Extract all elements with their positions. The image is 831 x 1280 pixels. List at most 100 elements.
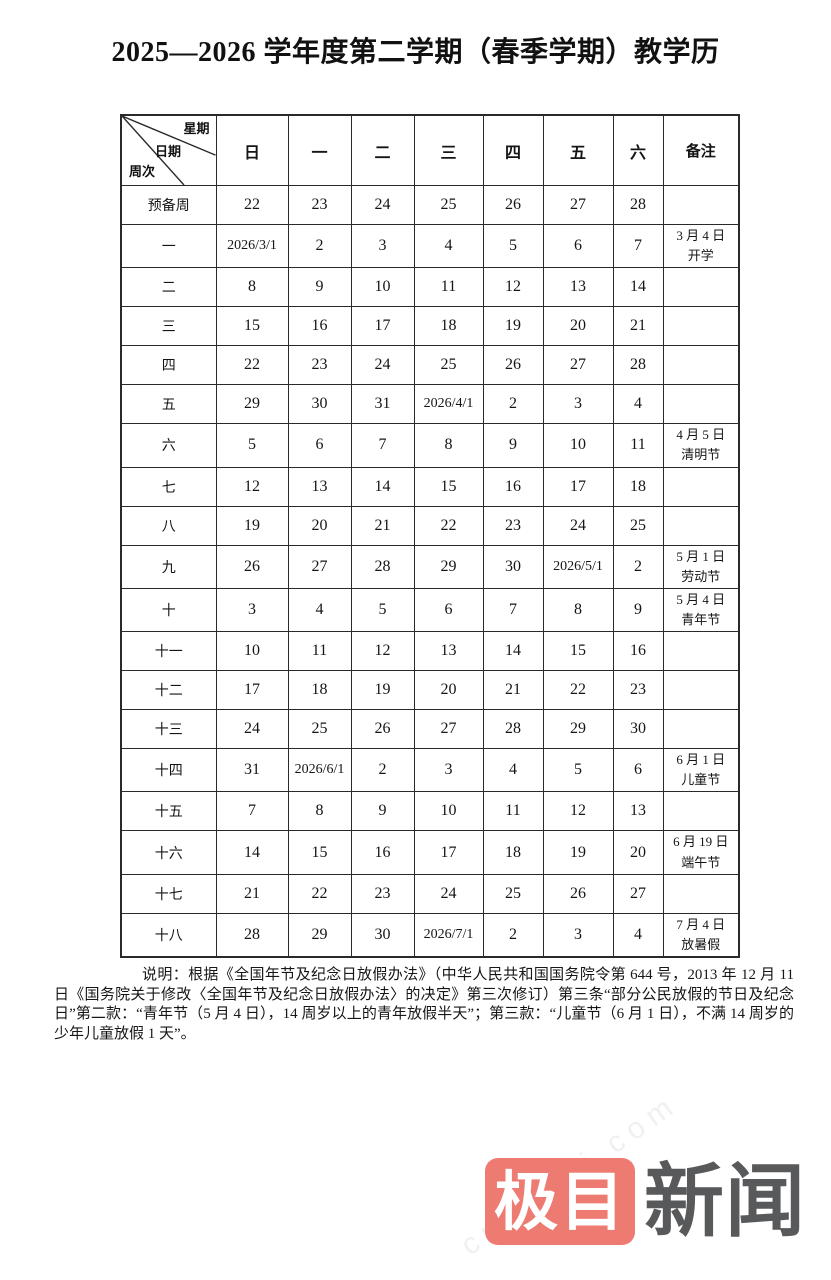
page-title: 2025—2026 学年度第二学期（春季学期）教学历 [111,37,720,68]
day-cell: 19 [542,830,614,875]
day-cell: 14 [612,267,664,308]
day-cell: 23 [482,505,544,546]
day-cell: 11 [287,631,352,672]
remark-cell: 3 月 4 日 开学 [662,223,740,269]
day-cell: 15 [542,631,614,672]
day-cell: 12 [215,466,289,507]
teaching-calendar-table: 星期 日期 周次 日 一 二 三 四 五 六 备注 预备周 22 23 24 2… [120,114,740,958]
day-cell: 25 [413,345,484,386]
remark-cell: 5 月 1 日 劳动节 [662,544,740,589]
day-cell: 13 [542,267,614,308]
week-label: 十七 [120,873,217,914]
week-label: 预备周 [120,185,217,225]
day-cell: 2026/4/1 [413,384,484,425]
day-cell: 26 [542,873,614,914]
day-cell: 17 [542,466,614,507]
remark-cell [662,505,740,546]
table-row: 十七 21 22 23 24 25 26 27 [120,873,740,914]
day-cell: 23 [287,345,352,386]
day-cell: 15 [413,466,484,507]
day-cell: 10 [350,267,415,308]
corner-label-date: 日期 [155,144,182,159]
day-cell: 28 [482,709,544,750]
day-cell: 10 [413,791,484,832]
day-cell: 27 [612,873,664,914]
week-label: 十四 [120,748,217,793]
day-cell: 11 [482,791,544,832]
remark-cell [662,873,740,914]
day-cell: 22 [287,873,352,914]
day-cell: 5 [350,587,415,633]
day-cell: 28 [612,345,664,386]
day-cell: 9 [287,267,352,308]
day-cell: 26 [482,345,544,386]
day-cell: 26 [215,544,289,589]
day-cell: 27 [542,185,614,225]
day-cell: 31 [350,384,415,425]
day-cell: 20 [542,306,614,347]
diagonal-divider-icon [122,116,216,185]
remark-cell: 6 月 19 日 端午节 [662,830,740,875]
day-cell: 2026/3/1 [215,223,289,269]
day-cell: 18 [413,306,484,347]
day-cell: 12 [482,267,544,308]
day-cell: 2 [482,912,544,958]
week-label: 七 [120,466,217,507]
day-cell: 3 [413,748,484,793]
table-row: 一 2026/3/1 2 3 4 5 6 7 3 月 4 日 开学 [120,223,740,269]
week-label: 九 [120,544,217,589]
week-label: 四 [120,345,217,386]
day-cell: 4 [287,587,352,633]
remark-cell: 6 月 1 日 儿童节 [662,748,740,793]
column-header-remark: 备注 [662,114,740,186]
day-cell: 13 [287,466,352,507]
day-cell: 21 [482,670,544,711]
day-cell: 5 [542,748,614,793]
day-cell: 16 [612,631,664,672]
header-row: 星期 日期 周次 日 一 二 三 四 五 六 备注 [120,114,740,186]
remark-cell [662,709,740,750]
remark-cell [662,631,740,672]
table-row: 预备周 22 23 24 25 26 27 28 [120,185,740,225]
remark-cell [662,267,740,308]
table-row: 十三 24 25 26 27 28 29 30 [120,709,740,750]
day-cell: 22 [215,345,289,386]
day-cell: 2 [612,544,664,589]
day-cell: 8 [215,267,289,308]
remark-cell [662,791,740,832]
day-cell: 23 [287,185,352,225]
day-cell: 19 [215,505,289,546]
table-row: 十六 14 15 16 17 18 19 20 6 月 19 日 端午节 [120,830,740,875]
day-cell: 16 [350,830,415,875]
day-cell: 4 [413,223,484,269]
column-header-wed: 三 [413,114,484,186]
day-cell: 19 [350,670,415,711]
day-cell: 3 [542,384,614,425]
day-cell: 24 [542,505,614,546]
day-cell: 25 [612,505,664,546]
day-cell: 25 [482,873,544,914]
column-header-fri: 五 [542,114,614,186]
week-label: 三 [120,306,217,347]
week-label: 十一 [120,631,217,672]
remark-cell [662,306,740,347]
day-cell: 27 [542,345,614,386]
week-label: 五 [120,384,217,425]
week-label: 二 [120,267,217,308]
day-cell: 25 [413,185,484,225]
remark-cell: 4 月 5 日 清明节 [662,423,740,468]
day-cell: 2 [350,748,415,793]
day-cell: 8 [413,423,484,468]
table-row: 十八 28 29 30 2026/7/1 2 3 4 7 月 4 日 放暑假 [120,912,740,958]
column-header-thu: 四 [482,114,544,186]
day-cell: 3 [215,587,289,633]
corner-header-cell: 星期 日期 周次 [120,114,217,186]
day-cell: 7 [350,423,415,468]
day-cell: 24 [413,873,484,914]
day-cell: 15 [287,830,352,875]
day-cell: 22 [542,670,614,711]
day-cell: 22 [215,185,289,225]
day-cell: 29 [287,912,352,958]
day-cell: 19 [482,306,544,347]
